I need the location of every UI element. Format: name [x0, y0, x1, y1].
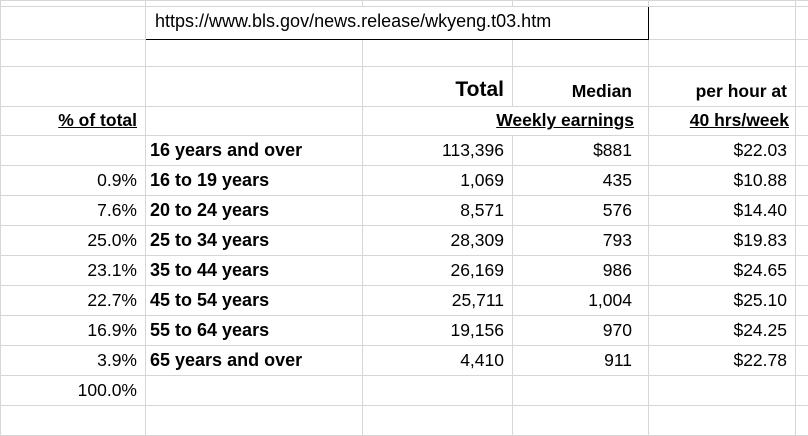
- table-row: 3.9% 65 years and over 4,410 911 $22.78: [0, 345, 808, 376]
- row-pct-cell[interactable]: 25.0%: [0, 225, 146, 256]
- empty-row: [0, 39, 808, 67]
- empty-cell[interactable]: [145, 405, 363, 436]
- empty-cell[interactable]: [648, 375, 796, 406]
- empty-cell[interactable]: [362, 405, 513, 436]
- empty-cell[interactable]: [795, 315, 808, 346]
- table-row: 16.9% 55 to 64 years 19,156 970 $24.25: [0, 315, 808, 346]
- empty-cell[interactable]: [0, 6, 146, 40]
- row-median-cell[interactable]: 911: [512, 345, 649, 376]
- empty-cell[interactable]: [795, 106, 808, 136]
- header-40-hrs-week[interactable]: 40 hrs/week: [648, 106, 796, 136]
- row-pct-cell[interactable]: 22.7%: [0, 285, 146, 316]
- empty-cell[interactable]: [795, 225, 808, 256]
- row-perhour-cell[interactable]: $25.10: [648, 285, 796, 316]
- header-pct-of-total[interactable]: % of total: [0, 106, 146, 136]
- header-per-hour-at[interactable]: per hour at: [648, 66, 796, 107]
- row-total-cell[interactable]: 8,571: [362, 195, 513, 226]
- empty-cell[interactable]: [648, 39, 796, 67]
- row-median-cell[interactable]: 576: [512, 195, 649, 226]
- row-label-cell[interactable]: 16 to 19 years: [145, 165, 363, 196]
- table-row: 7.6% 20 to 24 years 8,571 576 $14.40: [0, 195, 808, 226]
- empty-cell[interactable]: [795, 195, 808, 226]
- header-weekly-earnings[interactable]: Weekly earnings: [362, 106, 649, 136]
- row-label-cell[interactable]: 65 years and over: [145, 345, 363, 376]
- row-total-cell[interactable]: 19,156: [362, 315, 513, 346]
- row-pct-cell[interactable]: 7.6%: [0, 195, 146, 226]
- row-pct-cell[interactable]: [0, 135, 146, 166]
- row-median-cell[interactable]: 1,004: [512, 285, 649, 316]
- row-total-cell[interactable]: 28,309: [362, 225, 513, 256]
- empty-cell[interactable]: [362, 375, 513, 406]
- row-label-cell[interactable]: 45 to 54 years: [145, 285, 363, 316]
- header-total[interactable]: Total: [362, 66, 513, 107]
- row-label-cell[interactable]: 25 to 34 years: [145, 225, 363, 256]
- row-median-cell[interactable]: 986: [512, 255, 649, 286]
- empty-cell[interactable]: [145, 106, 363, 136]
- row-median-cell[interactable]: $881: [512, 135, 649, 166]
- empty-cell[interactable]: [795, 66, 808, 107]
- table-row: 0.9% 16 to 19 years 1,069 435 $10.88: [0, 165, 808, 196]
- table-row: 16 years and over 113,396 $881 $22.03: [0, 135, 808, 166]
- empty-cell[interactable]: [648, 6, 796, 40]
- row-median-cell[interactable]: 970: [512, 315, 649, 346]
- table-row: 23.1% 35 to 44 years 26,169 986 $24.65: [0, 255, 808, 286]
- empty-cell[interactable]: [795, 375, 808, 406]
- row-pct-cell[interactable]: 16.9%: [0, 315, 146, 346]
- row-median-cell[interactable]: 793: [512, 225, 649, 256]
- url-row: https://www.bls.gov/news.release/wkyeng.…: [0, 6, 808, 40]
- empty-cell[interactable]: [145, 66, 363, 107]
- empty-cell[interactable]: [512, 39, 649, 67]
- row-total-cell[interactable]: 1,069: [362, 165, 513, 196]
- empty-cell[interactable]: [795, 345, 808, 376]
- empty-cell[interactable]: [145, 39, 363, 67]
- row-total-cell[interactable]: 4,410: [362, 345, 513, 376]
- empty-cell[interactable]: [795, 285, 808, 316]
- empty-cell[interactable]: [145, 375, 363, 406]
- row-perhour-cell[interactable]: $24.25: [648, 315, 796, 346]
- row-total-cell[interactable]: 26,169: [362, 255, 513, 286]
- source-url-cell[interactable]: https://www.bls.gov/news.release/wkyeng.…: [145, 6, 649, 40]
- row-total-cell[interactable]: 25,711: [362, 285, 513, 316]
- header-median[interactable]: Median: [512, 66, 649, 107]
- row-perhour-cell[interactable]: $10.88: [648, 165, 796, 196]
- empty-cell[interactable]: [795, 405, 808, 436]
- header-row-2: % of total Weekly earnings 40 hrs/week: [0, 106, 808, 136]
- row-perhour-cell[interactable]: $24.65: [648, 255, 796, 286]
- empty-row: [0, 405, 808, 436]
- row-perhour-cell[interactable]: $22.03: [648, 135, 796, 166]
- empty-cell[interactable]: [795, 255, 808, 286]
- row-perhour-cell[interactable]: $14.40: [648, 195, 796, 226]
- row-pct-cell[interactable]: 23.1%: [0, 255, 146, 286]
- table-row: 22.7% 45 to 54 years 25,711 1,004 $25.10: [0, 285, 808, 316]
- empty-cell[interactable]: [795, 39, 808, 67]
- row-label-cell[interactable]: 55 to 64 years: [145, 315, 363, 346]
- empty-cell[interactable]: [795, 135, 808, 166]
- empty-cell[interactable]: [648, 405, 796, 436]
- empty-cell[interactable]: [512, 405, 649, 436]
- table-row: 25.0% 25 to 34 years 28,309 793 $19.83: [0, 225, 808, 256]
- empty-cell[interactable]: [512, 375, 649, 406]
- row-total-cell[interactable]: 113,396: [362, 135, 513, 166]
- row-pct-cell[interactable]: 3.9%: [0, 345, 146, 376]
- row-pct-cell[interactable]: 0.9%: [0, 165, 146, 196]
- header-row-1: Total Median per hour at: [0, 66, 808, 107]
- row-label-cell[interactable]: 16 years and over: [145, 135, 363, 166]
- empty-cell[interactable]: [0, 405, 146, 436]
- row-median-cell[interactable]: 435: [512, 165, 649, 196]
- empty-cell[interactable]: [0, 66, 146, 107]
- total-pct-cell[interactable]: 100.0%: [0, 375, 146, 406]
- row-perhour-cell[interactable]: $22.78: [648, 345, 796, 376]
- empty-cell[interactable]: [362, 39, 513, 67]
- empty-cell[interactable]: [795, 165, 808, 196]
- row-label-cell[interactable]: 35 to 44 years: [145, 255, 363, 286]
- empty-cell[interactable]: [795, 6, 808, 40]
- row-perhour-cell[interactable]: $19.83: [648, 225, 796, 256]
- row-label-cell[interactable]: 20 to 24 years: [145, 195, 363, 226]
- empty-cell[interactable]: [0, 39, 146, 67]
- total-row: 100.0%: [0, 375, 808, 406]
